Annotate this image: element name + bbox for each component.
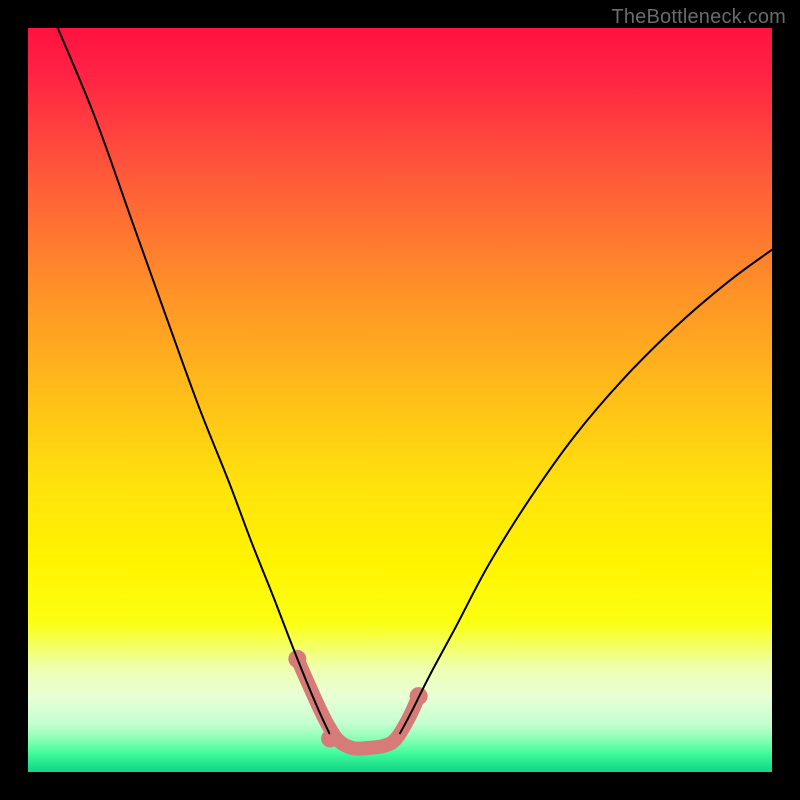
highlight-cap bbox=[321, 730, 339, 748]
curve-layer bbox=[28, 28, 772, 772]
watermark-text: TheBottleneck.com bbox=[611, 6, 786, 29]
curve-left bbox=[58, 28, 330, 733]
plot-area bbox=[28, 28, 772, 772]
chart-outer: TheBottleneck.com bbox=[0, 0, 800, 800]
curve-right bbox=[400, 250, 772, 734]
highlight-segment bbox=[367, 696, 419, 748]
